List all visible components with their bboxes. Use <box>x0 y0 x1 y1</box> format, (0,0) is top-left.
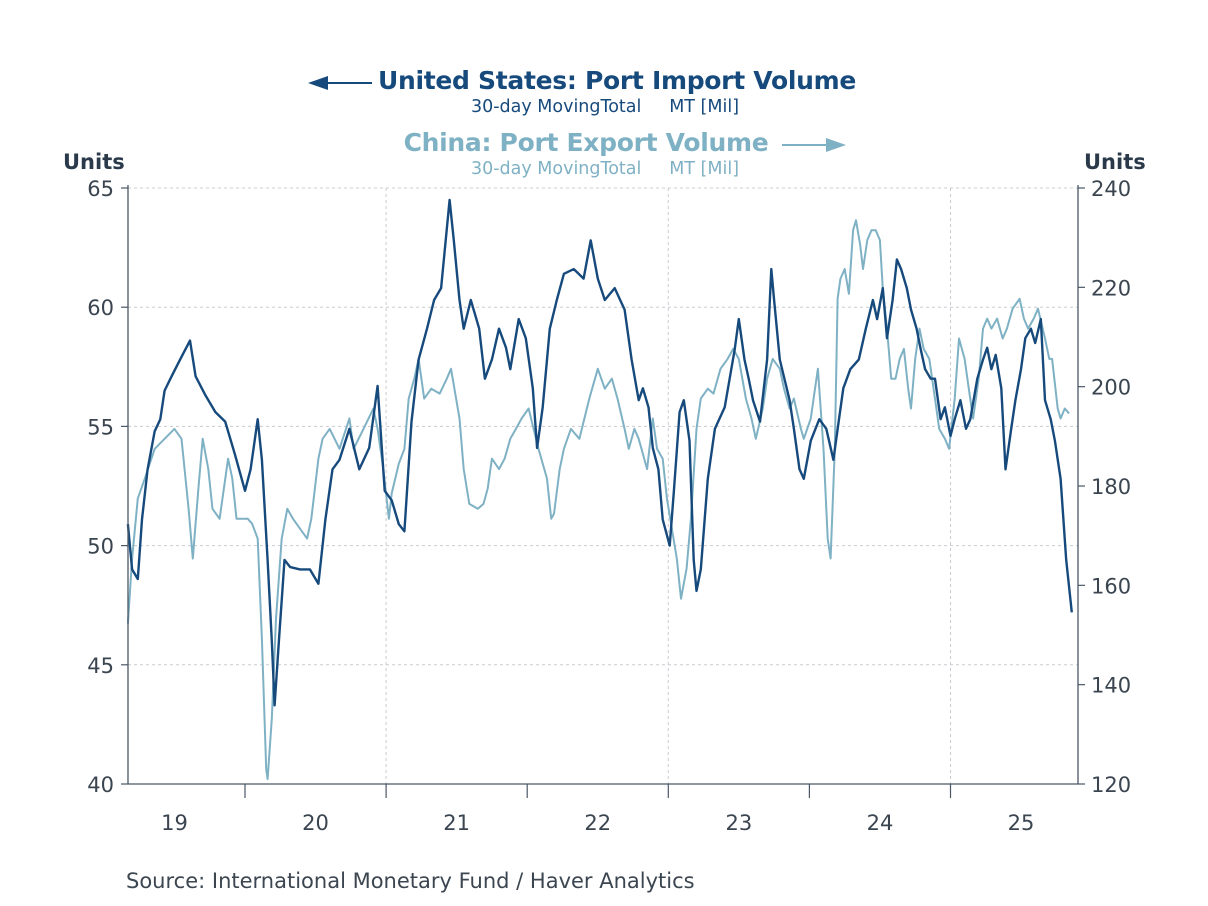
right-axis-tick-label: 160 <box>1091 574 1131 598</box>
left-axis-units-label: Units <box>63 150 125 174</box>
left-axis-tick-label: 55 <box>87 415 114 439</box>
x-axis-tick-label: 20 <box>302 811 329 835</box>
left-axis-tick-label: 50 <box>87 535 114 559</box>
x-axis-tick-label: 22 <box>584 811 611 835</box>
legend-arrows <box>308 76 846 152</box>
right-axis-tick-label: 180 <box>1091 475 1131 499</box>
legend-cn-subtitle: 30-day MovingTotal MT [Mil] <box>470 159 740 179</box>
right-axis-tick-label: 220 <box>1091 276 1131 300</box>
cn-right-arrow-icon <box>826 138 846 152</box>
x-axis-tick-label: 23 <box>725 811 752 835</box>
series-layer <box>126 198 1073 780</box>
x-axis-tick-label: 21 <box>443 811 470 835</box>
right-axis-tick-label: 200 <box>1091 376 1131 400</box>
x-axis-tick-label: 24 <box>867 811 894 835</box>
x-axis-tick-label: 19 <box>161 811 188 835</box>
left-axis-tick-label: 65 <box>87 177 114 201</box>
series-us-line <box>126 198 1073 707</box>
legend-us-subtitle: 30-day MovingTotal MT [Mil] <box>470 97 740 117</box>
us-left-arrow-icon <box>308 76 328 90</box>
source-note: Source: International Monetary Fund / Ha… <box>126 869 695 893</box>
right-axis-tick-label: 140 <box>1091 674 1131 698</box>
right-axis-tick-label: 240 <box>1091 177 1131 201</box>
legend-cn-title: China: Port Export Volume <box>403 128 769 157</box>
x-axis-tick-label: 25 <box>1008 811 1035 835</box>
left-axis-tick-label: 40 <box>87 773 114 797</box>
legend-us-title: United States: Port Import Volume <box>377 66 856 95</box>
left-axis-tick-label: 45 <box>87 654 114 678</box>
right-axis-tick-label: 120 <box>1091 773 1131 797</box>
right-axis-units-label: Units <box>1084 150 1146 174</box>
axes: 40 45 50 55 60 65 120 140 160 180 200 220 240 19 20 21 2… <box>87 177 1131 835</box>
series-cn-line <box>126 219 1070 780</box>
left-axis-tick-label: 60 <box>87 296 114 320</box>
gridlines <box>128 187 1078 784</box>
